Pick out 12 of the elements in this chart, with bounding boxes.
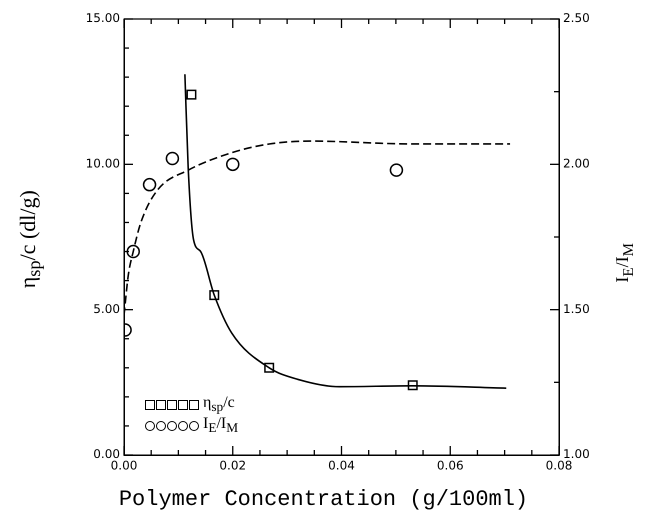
- y-tick-label: 10.00: [86, 156, 120, 170]
- y2-tick-label: 2.50: [563, 11, 590, 26]
- legend-label: η$_{sp}$/c: [203, 394, 235, 416]
- x-axis-title: Polymer Concentration (g/100ml): [118, 487, 530, 512]
- y-tick-label: 5.00: [93, 302, 120, 316]
- x-tick-label: 0.02: [219, 458, 246, 472]
- legend-label: I$_{E}$/I$_{M}$: [203, 415, 238, 436]
- y2-tick-label: 1.50: [563, 302, 590, 316]
- y2-tick-label: 2.00: [563, 156, 590, 170]
- x-tick-label: 0.06: [436, 458, 464, 472]
- x-tick-label: 0.04: [328, 458, 355, 472]
- y-tick-label: 15.00: [86, 11, 120, 26]
